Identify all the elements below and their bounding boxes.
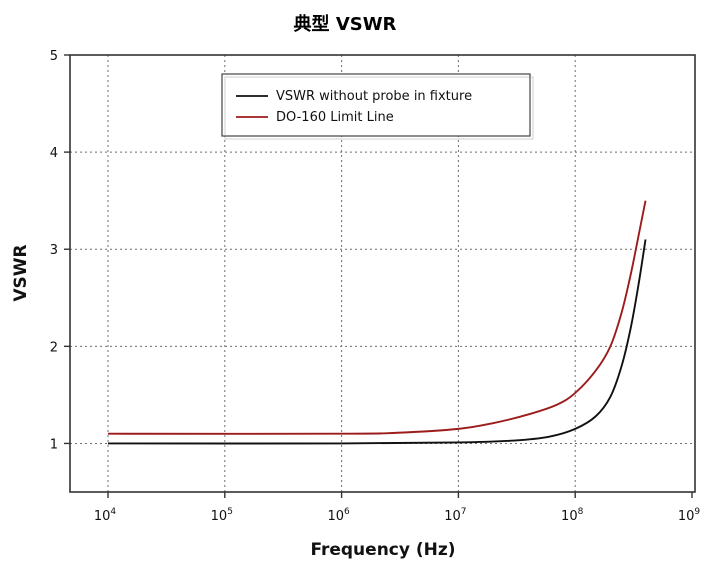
x-tick-label-8: 108	[561, 507, 584, 524]
chart-title: 典型 VSWR	[294, 13, 397, 35]
x-tick-label-7: 107	[444, 507, 466, 524]
legend-box	[221, 73, 531, 137]
y-tick-label-5: 5	[50, 49, 58, 64]
legend-label-limit: DO-160 Limit Line	[276, 110, 394, 125]
legend-shadow	[224, 76, 534, 140]
legend: VSWR without probe in fixture DO-160 Lim…	[221, 73, 534, 140]
grid	[70, 55, 695, 492]
y-tick-label-2: 2	[50, 340, 58, 355]
x-tick-label-9: 109	[678, 507, 701, 524]
y-tick-label-1: 1	[50, 437, 58, 452]
plot-area	[69, 54, 696, 493]
series-line-limit	[107, 200, 647, 435]
x-tick-label-6: 106	[327, 507, 350, 524]
x-axis-label: Frequency (Hz)	[310, 540, 455, 560]
series-line-vswr	[107, 239, 647, 445]
series-lines	[107, 200, 647, 445]
y-axis-label: VSWR	[11, 244, 31, 301]
legend-label-vswr: VSWR without probe in fixture	[276, 89, 472, 104]
x-tick-label-5: 105	[211, 507, 233, 524]
y-tick-label-3: 3	[50, 243, 58, 258]
y-tick-label-4: 4	[50, 146, 58, 161]
axis-ticks: 1 2 3 4 5 104 105 106 107 108 109	[50, 49, 701, 524]
x-tick-label-4: 104	[94, 507, 117, 524]
